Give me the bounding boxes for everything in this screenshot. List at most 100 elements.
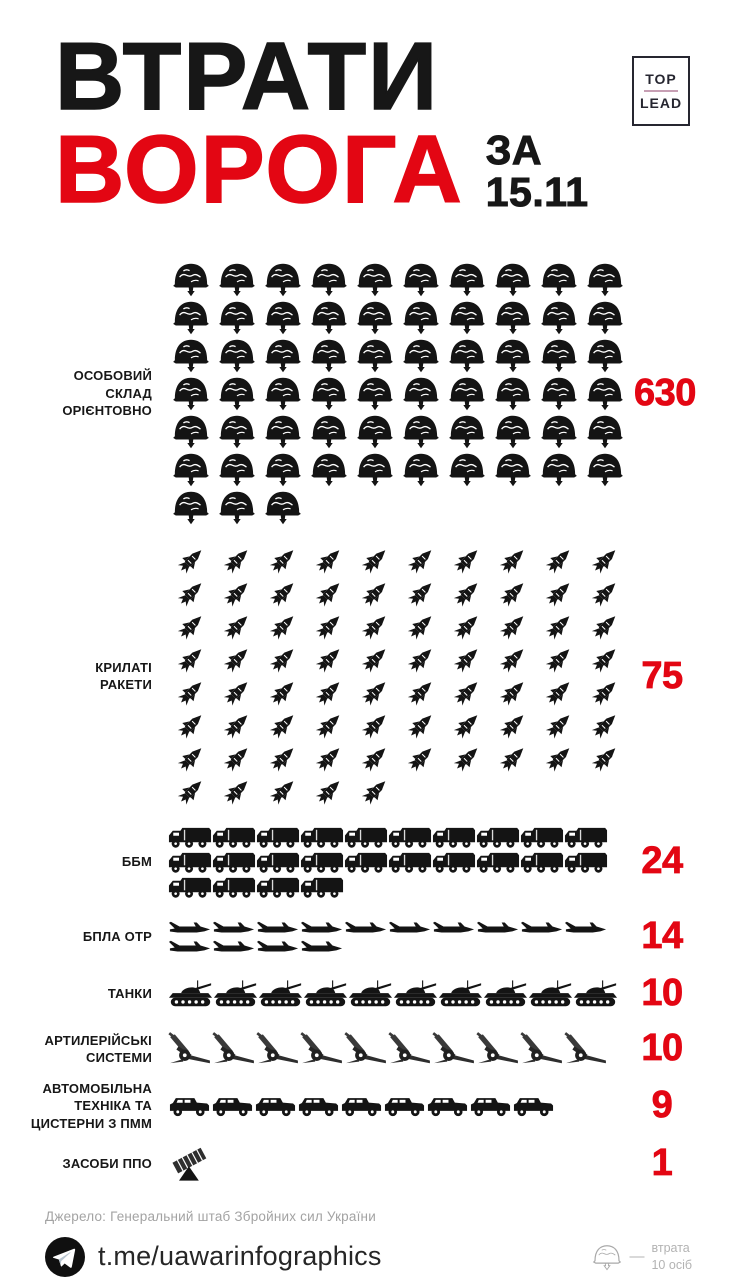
missile-icon	[352, 577, 398, 610]
helmet-icon	[352, 336, 398, 374]
apc-icon	[168, 874, 212, 899]
helmet-icon	[214, 260, 260, 298]
helmet-icon	[352, 412, 398, 450]
helmet-icon	[490, 450, 536, 488]
missile-icon	[306, 643, 352, 676]
artillery-icon	[256, 1028, 300, 1070]
truck-icon	[512, 1092, 555, 1119]
apc-icon	[300, 824, 344, 849]
missile-icon	[168, 610, 214, 643]
helmet-icon	[536, 450, 582, 488]
helmet-icon	[214, 336, 260, 374]
artillery-icon	[300, 1028, 344, 1070]
truck-icon	[168, 1092, 211, 1119]
apc-icon	[212, 874, 256, 899]
drone-icon	[344, 918, 388, 937]
apc-icon	[344, 849, 388, 874]
missile-icon	[306, 742, 352, 775]
missile-icon	[536, 643, 582, 676]
truck-icon	[383, 1092, 426, 1119]
missile-icon	[306, 544, 352, 577]
missile-icon	[582, 676, 628, 709]
row-label: БПЛА ОТР	[82, 929, 152, 945]
helmet-icon	[306, 412, 352, 450]
title-line-2: ВОРОГА	[54, 116, 464, 224]
row-label: ОСОБОВИЙ СКЛАД ОРІЄНТОВНО	[62, 368, 152, 418]
row-label: КРИЛАТІ РАКЕТИ	[95, 660, 152, 693]
helmet-icon	[168, 336, 214, 374]
helmet-icon	[536, 260, 582, 298]
helmet-icon	[260, 488, 306, 526]
logo-top-label: TOP	[645, 71, 677, 87]
apc-icon	[256, 874, 300, 899]
row-value: 10	[641, 972, 684, 1015]
apc-icon	[256, 824, 300, 849]
drone-icon	[256, 918, 300, 937]
truck-icon	[297, 1092, 340, 1119]
missile-icon	[260, 544, 306, 577]
helmet-icon	[352, 298, 398, 336]
icon-grid	[168, 1092, 634, 1119]
row-value: 1	[651, 1141, 673, 1184]
channel-link[interactable]: t.me/uawarinfographics	[98, 1241, 382, 1272]
helmet-icon	[398, 374, 444, 412]
missile-icon	[214, 544, 260, 577]
tank-icon	[303, 977, 348, 1011]
helmet-icon	[214, 298, 260, 336]
loss-row: АВТОМОБІЛЬНА ТЕХНІКА ТА ЦИСТЕРНИ З ПММ 9	[0, 1080, 732, 1131]
tank-icon	[528, 977, 573, 1011]
missile-icon	[398, 643, 444, 676]
artillery-icon	[432, 1028, 476, 1070]
helmet-icon	[490, 260, 536, 298]
missile-icon	[398, 610, 444, 643]
helmet-icon	[168, 298, 214, 336]
apc-icon	[476, 824, 520, 849]
row-label: ЗАСОБИ ППО	[62, 1155, 152, 1171]
helmet-outline-icon	[593, 1244, 622, 1271]
helmet-icon	[168, 450, 214, 488]
missile-icon	[398, 577, 444, 610]
tank-icon	[258, 977, 303, 1011]
apc-icon	[388, 824, 432, 849]
missile-icon	[214, 577, 260, 610]
helmet-icon	[352, 260, 398, 298]
row-value: 14	[641, 915, 684, 958]
missile-icon	[168, 643, 214, 676]
missile-icon	[582, 577, 628, 610]
drone-icon	[388, 918, 432, 937]
icon-grid	[168, 1144, 634, 1182]
truck-icon	[254, 1092, 297, 1119]
footer: t.me/uawarinfographics — втрата 10 осіб	[0, 1236, 732, 1277]
logo-lead-label: LEAD	[639, 95, 683, 111]
drone-icon	[432, 918, 476, 937]
helmet-icon	[398, 336, 444, 374]
row-value: 9	[651, 1084, 673, 1127]
missile-icon	[260, 775, 306, 808]
helmet-icon	[260, 298, 306, 336]
helmet-icon	[582, 336, 628, 374]
missile-icon	[306, 610, 352, 643]
legend-line-1: втрата	[651, 1241, 690, 1256]
row-value: 24	[641, 840, 684, 883]
missile-icon	[214, 775, 260, 808]
helmet-icon	[536, 298, 582, 336]
apc-icon	[564, 824, 608, 849]
truck-icon	[211, 1092, 254, 1119]
helmet-icon	[444, 450, 490, 488]
missile-icon	[444, 544, 490, 577]
helmet-icon	[444, 260, 490, 298]
helmet-icon	[398, 298, 444, 336]
apc-icon	[168, 824, 212, 849]
helmet-icon	[582, 298, 628, 336]
missile-icon	[168, 676, 214, 709]
apc-icon	[256, 849, 300, 874]
artillery-icon	[388, 1028, 432, 1070]
helmet-icon	[352, 450, 398, 488]
apc-icon	[212, 849, 256, 874]
helmet-icon	[536, 336, 582, 374]
helmet-icon	[214, 412, 260, 450]
telegram-icon	[45, 1236, 85, 1277]
tank-icon	[573, 977, 618, 1011]
missile-icon	[352, 775, 398, 808]
helmet-icon	[260, 450, 306, 488]
